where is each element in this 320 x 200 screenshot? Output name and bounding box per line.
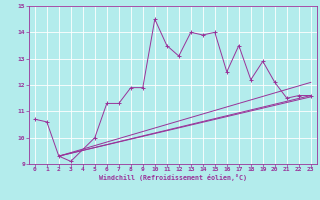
- X-axis label: Windchill (Refroidissement éolien,°C): Windchill (Refroidissement éolien,°C): [99, 174, 247, 181]
